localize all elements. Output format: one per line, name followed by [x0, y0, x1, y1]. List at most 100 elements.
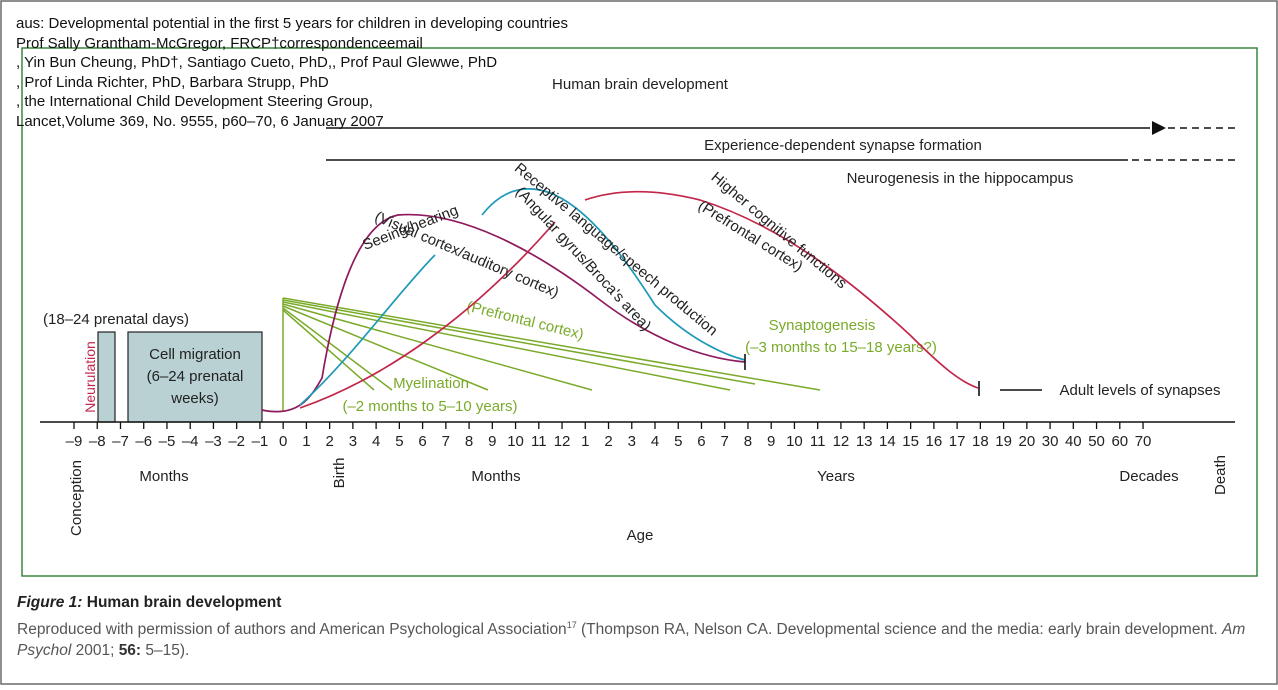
axis-tick-label: 9: [488, 433, 496, 450]
caption-ref: 17: [566, 620, 577, 630]
axis-tick-label: 15: [902, 433, 919, 450]
curve-cognitive-upper: [584, 190, 979, 389]
axis-tick-label: 8: [744, 433, 752, 450]
neurulation-label: Neurulation: [82, 341, 98, 413]
axis-tick-label: 1: [302, 433, 310, 450]
axis-tick-label: 3: [349, 433, 357, 450]
citation-block: aus: Developmental potential in the firs…: [16, 14, 568, 132]
caption-title-text: Human brain development: [86, 594, 282, 611]
synaptogenesis-label-2: (–3 months to 15–18 years?): [745, 339, 937, 356]
caption-after-ref: (Thompson RA, Nelson CA. Developmental s…: [576, 621, 1223, 639]
caption-volume: 56:: [118, 642, 142, 660]
axis-tick-label: 13: [856, 433, 873, 450]
caption-figure-number: Figure 1:: [17, 594, 83, 611]
caption-year: 2001;: [71, 642, 119, 660]
axis-tick-label: 4: [651, 433, 659, 450]
axis-tick-label: 0: [279, 433, 287, 450]
fan-line-2: [282, 299, 756, 385]
fan-line-1: [282, 297, 821, 391]
axis-tick-label: 8: [465, 433, 473, 450]
green-prefrontal-label: (Prefrontal cortex): [465, 298, 586, 344]
axis-tick-label: 17: [949, 433, 966, 450]
axis-tick-label: –3: [205, 433, 222, 450]
neurogenesis-label: Neurogenesis in the hippocampus: [847, 170, 1074, 187]
axis-tick-label: –2: [228, 433, 245, 450]
months-label-prenatal: Months: [139, 468, 188, 485]
axis-tick-label: 1: [581, 433, 589, 450]
conception-label: Conception: [68, 460, 85, 536]
axis-tick-label: 2: [325, 433, 333, 450]
cell-migration-label-3: weeks): [170, 390, 219, 407]
caption-body-text: Reproduced with permission of authors an…: [17, 621, 567, 639]
axis-tick-label: 3: [628, 433, 636, 450]
fan-line-3: [282, 301, 731, 391]
diagram-title: Human brain development: [552, 76, 729, 93]
caption-journal: Am Psychol: [17, 621, 1246, 660]
green-fan: [282, 297, 821, 412]
axis-tick-label: –5: [159, 433, 176, 450]
cell-migration-label-2: (6–24 prenatal: [147, 368, 244, 385]
years-label: Years: [817, 468, 855, 485]
age-axis-ticks: –9 –8 –7 –6 –5 –4 –3 –2 –1 0 1 2 3 4 5 6 7 8 9 10 11 12 1 2 3 4 5 6…: [66, 422, 1152, 450]
axis-tick-label: –1: [252, 433, 269, 450]
axis-tick-label: –9: [66, 433, 83, 450]
axis-tick-label: –6: [135, 433, 152, 450]
axis-tick-label: 40: [1065, 433, 1082, 450]
fan-line-7: [282, 309, 375, 391]
axis-tick-label: 7: [721, 433, 729, 450]
axis-tick-label: 9: [767, 433, 775, 450]
diagram-frame: [21, 47, 1258, 577]
axis-tick-label: 2: [604, 433, 612, 450]
axis-tick-label: 5: [674, 433, 682, 450]
citation-line-5: , the International Child Development St…: [16, 93, 373, 111]
cell-migration-label-1: Cell migration: [149, 346, 241, 363]
myelination-label-2: (–2 months to 5–10 years): [342, 398, 517, 415]
caption-pages: 5–15).: [141, 642, 190, 660]
birth-label: Birth: [331, 458, 348, 489]
axis-tick-label: 12: [554, 433, 571, 450]
axis-tick-label: 6: [697, 433, 705, 450]
axis-tick-label: 20: [1018, 433, 1035, 450]
cell-migration-box: [127, 331, 263, 423]
axis-tick-label: 30: [1042, 433, 1059, 450]
fan-line-6: [282, 307, 393, 391]
axis-tick-label: 4: [372, 433, 380, 450]
citation-line-6: Lancet,Volume 369, No. 9555, p60–70, 6 J…: [16, 112, 384, 130]
axis-tick-label: –7: [112, 433, 129, 450]
caption-body: Reproduced with permission of authors an…: [17, 615, 1257, 661]
axis-tick-label: 16: [926, 433, 943, 450]
curve-seeing-hearing: [261, 213, 746, 413]
fan-line-5: [282, 305, 489, 391]
axis-tick-label: 70: [1135, 433, 1152, 450]
curve-language-upper: [481, 188, 746, 361]
adult-level-label: Adult levels of synapses: [1060, 382, 1221, 399]
axis-tick-label: –8: [89, 433, 106, 450]
axis-tick-label: 5: [395, 433, 403, 450]
axis-tick-label: –4: [182, 433, 199, 450]
axis-tick-label: 7: [442, 433, 450, 450]
decades-label: Decades: [1119, 468, 1178, 485]
axis-tick-label: 19: [995, 433, 1012, 450]
caption-title: Figure 1: Human brain development: [17, 592, 1257, 613]
axis-tick-label: 10: [507, 433, 524, 450]
axis-tick-label: 11: [531, 433, 547, 450]
prenatal-days-label: (18–24 prenatal days): [43, 311, 189, 328]
citation-line-2: Prof Sally Grantham-McGregor, FRCP†corre…: [16, 34, 423, 52]
citation-line-3: , Yin Bun Cheung, PhD†, Santiago Cueto, …: [16, 54, 498, 72]
curve-language-lower: [299, 254, 436, 406]
citation-line-1: aus: Developmental potential in the firs…: [16, 15, 568, 32]
axis-tick-label: 10: [786, 433, 803, 450]
curve-cognitive-lower: [299, 221, 556, 409]
axis-tick-label: 11: [810, 433, 826, 450]
axis-tick-label: 14: [879, 433, 896, 450]
axis-tick-label: 6: [418, 433, 426, 450]
myelination-label-1: Myelination: [393, 375, 469, 392]
death-label: Death: [1212, 455, 1229, 495]
months-label-postnatal: Months: [471, 468, 520, 485]
citation-line-4: , Prof Linda Richter, PhD, Barbara Strup…: [16, 73, 329, 91]
neurulation-box: [97, 331, 116, 423]
axis-tick-label: 50: [1088, 433, 1105, 450]
